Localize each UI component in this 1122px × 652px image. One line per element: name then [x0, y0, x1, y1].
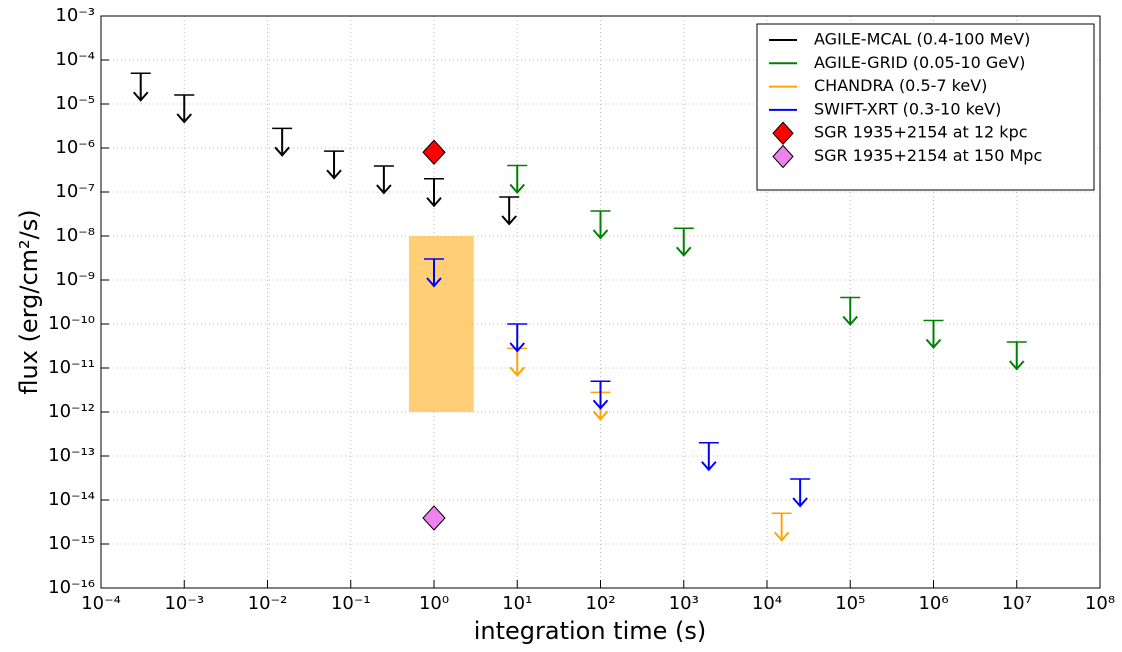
legend-marker — [772, 144, 794, 169]
limit-head — [509, 342, 526, 353]
upper-limit — [590, 380, 611, 410]
limit-head — [509, 366, 526, 377]
upper-limit — [771, 512, 792, 542]
upper-limit — [174, 94, 195, 124]
x-tick-label: 10⁸ — [1085, 593, 1115, 614]
y-tick-label: 10⁻⁹ — [55, 269, 95, 290]
y-tick-label: 10⁻¹⁴ — [48, 489, 95, 510]
diamond-marker — [422, 139, 446, 166]
limit-head — [592, 229, 609, 240]
limit-head — [426, 197, 442, 208]
x-tick-label: 10⁻¹ — [331, 593, 371, 614]
limit-head — [426, 277, 442, 288]
x-tick-label: 10⁶ — [918, 593, 948, 614]
upper-limit — [673, 227, 694, 257]
upper-limit — [507, 164, 528, 195]
x-tick-label: 10⁻³ — [164, 593, 204, 614]
upper-limit — [590, 210, 611, 240]
x-tick-label: 10⁴ — [752, 593, 782, 614]
upper-limit — [1006, 341, 1027, 371]
legend-label: SGR 1935+2154 at 150 Mpc — [814, 146, 1042, 165]
upper-limit — [499, 196, 520, 226]
limit-head — [176, 113, 193, 124]
limit-head — [773, 531, 790, 542]
upper-limit — [840, 296, 861, 327]
legend-label: SGR 1935+2154 at 12 kpc — [814, 123, 1028, 142]
upper-limit — [698, 442, 719, 472]
limit-head — [592, 399, 609, 410]
y-tick-label: 10⁻¹² — [48, 401, 95, 422]
x-tick-label: 10⁰ — [419, 593, 449, 614]
y-tick-label: 10⁻¹³ — [48, 445, 95, 466]
upper-limit — [424, 178, 444, 208]
y-tick-label: 10⁻⁴ — [55, 49, 95, 70]
y-tick-label: 10⁻¹⁶ — [48, 577, 95, 598]
legend-marker — [772, 121, 794, 145]
limit-head — [132, 91, 149, 102]
y-tick-label: 10⁻⁷ — [55, 181, 95, 202]
legend-label: AGILE-GRID (0.05-10 GeV) — [814, 53, 1025, 72]
upper-limit — [424, 258, 444, 288]
limit-head — [326, 169, 342, 180]
legend-label: SWIFT-XRT (0.3-10 keV) — [814, 99, 1001, 118]
upper-limit — [130, 72, 151, 102]
x-axis-label: integration time (s) — [474, 617, 707, 645]
y-tick-label: 10⁻⁵ — [55, 93, 95, 114]
y-tick-label: 10⁻¹¹ — [48, 357, 95, 378]
limit-head — [675, 246, 692, 257]
y-tick-label: 10⁻³ — [55, 5, 95, 26]
upper-limit — [272, 127, 293, 157]
legend-label: CHANDRA (0.5-7 keV) — [814, 76, 987, 95]
plot-frame — [100, 15, 1101, 589]
limit-head — [701, 461, 717, 472]
y-tick-label: 10⁻⁸ — [55, 225, 95, 246]
x-tick-label: 10² — [585, 593, 615, 614]
limit-head — [501, 215, 517, 226]
y-tick-label: 10⁻¹⁵ — [48, 533, 95, 554]
upper-limit — [507, 323, 528, 353]
x-tick-label: 10⁻² — [248, 593, 288, 614]
x-tick-label: 10⁵ — [835, 593, 865, 614]
shaded-region — [408, 236, 474, 412]
y-axis-label: flux (erg/cm²/s) — [15, 209, 43, 394]
y-tick-label: 10⁻⁶ — [55, 137, 95, 158]
upper-limit — [373, 165, 394, 195]
limit-head — [925, 338, 942, 350]
upper-limit — [923, 319, 944, 350]
limit-head — [274, 146, 290, 157]
limit-head — [376, 184, 392, 195]
limit-head — [509, 183, 526, 195]
limit-head — [592, 410, 609, 421]
upper-limit — [324, 150, 345, 180]
x-tick-label: 10⁷ — [1002, 593, 1032, 614]
legend-box — [756, 23, 1095, 191]
limit-head — [1008, 360, 1025, 371]
x-tick-label: 10¹ — [502, 593, 532, 614]
limit-head — [792, 497, 808, 508]
x-tick-label: 10⁻⁴ — [81, 593, 121, 614]
limit-head — [842, 315, 859, 327]
diamond-marker — [422, 505, 446, 531]
upper-limit — [790, 478, 811, 508]
y-tick-label: 10⁻¹⁰ — [48, 313, 95, 334]
legend-label: AGILE-MCAL (0.4-100 MeV) — [814, 30, 1030, 49]
x-tick-label: 10³ — [669, 593, 699, 614]
